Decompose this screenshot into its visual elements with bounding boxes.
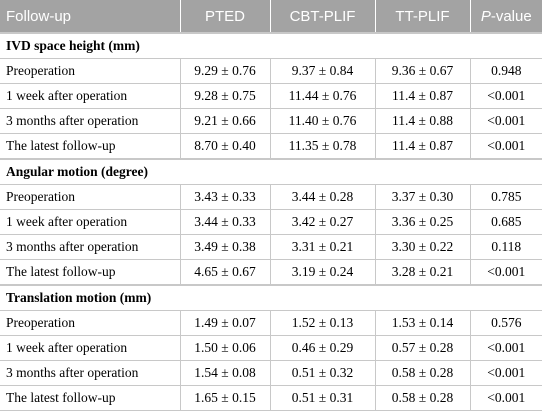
table-head: Follow-up PTED CBT-PLIF TT-PLIF P-value — [0, 0, 542, 34]
data-cell: 11.4 ± 0.88 — [374, 108, 471, 134]
data-cell: 3.44 ± 0.33 — [179, 209, 271, 235]
data-cell: 4.65 ± 0.67 — [179, 259, 271, 286]
row-label: The latest follow-up — [0, 133, 181, 160]
table-body: IVD space height (mm) Preoperation 9.29 ± … — [0, 32, 542, 411]
data-cell: 3.37 ± 0.30 — [374, 184, 471, 210]
data-row: 3 months after operation 9.21 ± 0.66 11.40… — [0, 108, 542, 134]
data-cell: 1.65 ± 0.15 — [179, 385, 271, 411]
data-cell: 11.4 ± 0.87 — [374, 133, 471, 160]
data-cell: 0.948 — [469, 58, 542, 84]
row-label: The latest follow-up — [0, 385, 181, 411]
data-cell: 11.44 ± 0.76 — [269, 83, 376, 109]
data-cell: <0.001 — [469, 133, 542, 160]
data-cell: 9.37 ± 0.84 — [269, 58, 376, 84]
row-label: Preoperation — [0, 184, 181, 210]
data-row: 3 months after operation 3.49 ± 0.38 3.31 … — [0, 234, 542, 260]
data-row: Preoperation 9.29 ± 0.76 9.37 ± 0.84 9.36 ±… — [0, 58, 542, 84]
data-cell: <0.001 — [469, 108, 542, 134]
header-text-italic: P — [480, 7, 491, 25]
data-cell: 0.58 ± 0.28 — [374, 360, 471, 386]
data-cell: 9.29 ± 0.76 — [179, 58, 271, 84]
data-cell: 0.51 ± 0.32 — [269, 360, 376, 386]
data-cell: <0.001 — [469, 83, 542, 109]
data-cell: 9.36 ± 0.67 — [374, 58, 471, 84]
data-cell: 1.49 ± 0.07 — [179, 310, 271, 336]
row-label: 1 week after operation — [0, 209, 181, 235]
data-cell: 3.43 ± 0.33 — [179, 184, 271, 210]
data-cell: 3.44 ± 0.28 — [269, 184, 376, 210]
data-cell: 8.70 ± 0.40 — [179, 133, 271, 160]
row-label: Preoperation — [0, 310, 181, 336]
data-cell: 0.46 ± 0.29 — [269, 335, 376, 361]
header-cell: TT-PLIF — [374, 0, 471, 34]
data-cell: 11.35 ± 0.78 — [269, 133, 376, 160]
data-cell: 9.28 ± 0.75 — [179, 83, 271, 109]
data-cell: 11.4 ± 0.87 — [374, 83, 471, 109]
section-title: Angular motion (degree) — [0, 158, 542, 185]
header-cell: Follow-up — [0, 0, 181, 34]
data-cell: 0.57 ± 0.28 — [374, 335, 471, 361]
header-row: Follow-up PTED CBT-PLIF TT-PLIF P-value — [0, 0, 542, 34]
data-row: Preoperation 3.43 ± 0.33 3.44 ± 0.28 3.37 ±… — [0, 184, 542, 210]
data-cell: 0.785 — [469, 184, 542, 210]
header-cell: P-value — [469, 0, 542, 34]
row-label: 3 months after operation — [0, 234, 181, 260]
section-title: IVD space height (mm) — [0, 32, 542, 59]
header-cell: PTED — [179, 0, 271, 34]
section-row: Translation motion (mm) — [0, 284, 542, 311]
header-text: -value — [490, 7, 532, 25]
data-cell: 3.49 ± 0.38 — [179, 234, 271, 260]
data-cell: 3.42 ± 0.27 — [269, 209, 376, 235]
data-row: The latest follow-up 1.65 ± 0.15 0.51 ± 0.… — [0, 385, 542, 411]
data-row: The latest follow-up 4.65 ± 0.67 3.19 ± 0.… — [0, 259, 542, 286]
data-cell: 0.118 — [469, 234, 542, 260]
data-cell: 3.30 ± 0.22 — [374, 234, 471, 260]
data-row: 3 months after operation 1.54 ± 0.08 0.51 … — [0, 360, 542, 386]
data-cell: 3.31 ± 0.21 — [269, 234, 376, 260]
section-row: Angular motion (degree) — [0, 158, 542, 185]
data-row: Preoperation 1.49 ± 0.07 1.52 ± 0.13 1.53 ±… — [0, 310, 542, 336]
data-cell: 0.576 — [469, 310, 542, 336]
data-cell: <0.001 — [469, 259, 542, 286]
section-title: Translation motion (mm) — [0, 284, 542, 311]
data-cell: 1.53 ± 0.14 — [374, 310, 471, 336]
row-label: 1 week after operation — [0, 335, 181, 361]
data-cell: 1.54 ± 0.08 — [179, 360, 271, 386]
data-row: 1 week after operation 9.28 ± 0.75 11.44 ±… — [0, 83, 542, 109]
row-label: Preoperation — [0, 58, 181, 84]
data-cell: 3.36 ± 0.25 — [374, 209, 471, 235]
data-cell: 1.52 ± 0.13 — [269, 310, 376, 336]
data-cell: 1.50 ± 0.06 — [179, 335, 271, 361]
data-cell: 9.21 ± 0.66 — [179, 108, 271, 134]
row-label: 3 months after operation — [0, 360, 181, 386]
data-cell: 3.28 ± 0.21 — [374, 259, 471, 286]
data-row: 1 week after operation 3.44 ± 0.33 3.42 ± … — [0, 209, 542, 235]
data-row: The latest follow-up 8.70 ± 0.40 11.35 ± 0… — [0, 133, 542, 160]
row-label: 3 months after operation — [0, 108, 181, 134]
data-cell: 0.685 — [469, 209, 542, 235]
data-cell: 3.19 ± 0.24 — [269, 259, 376, 286]
row-label: The latest follow-up — [0, 259, 181, 286]
data-cell: <0.001 — [469, 360, 542, 386]
header-cell: CBT-PLIF — [269, 0, 376, 34]
data-cell: 0.58 ± 0.28 — [374, 385, 471, 411]
row-label: 1 week after operation — [0, 83, 181, 109]
data-row: 1 week after operation 1.50 ± 0.06 0.46 ± … — [0, 335, 542, 361]
data-cell: 11.40 ± 0.76 — [269, 108, 376, 134]
data-cell: <0.001 — [469, 385, 542, 411]
data-cell: 0.51 ± 0.31 — [269, 385, 376, 411]
data-cell: <0.001 — [469, 335, 542, 361]
section-row: IVD space height (mm) — [0, 32, 542, 59]
